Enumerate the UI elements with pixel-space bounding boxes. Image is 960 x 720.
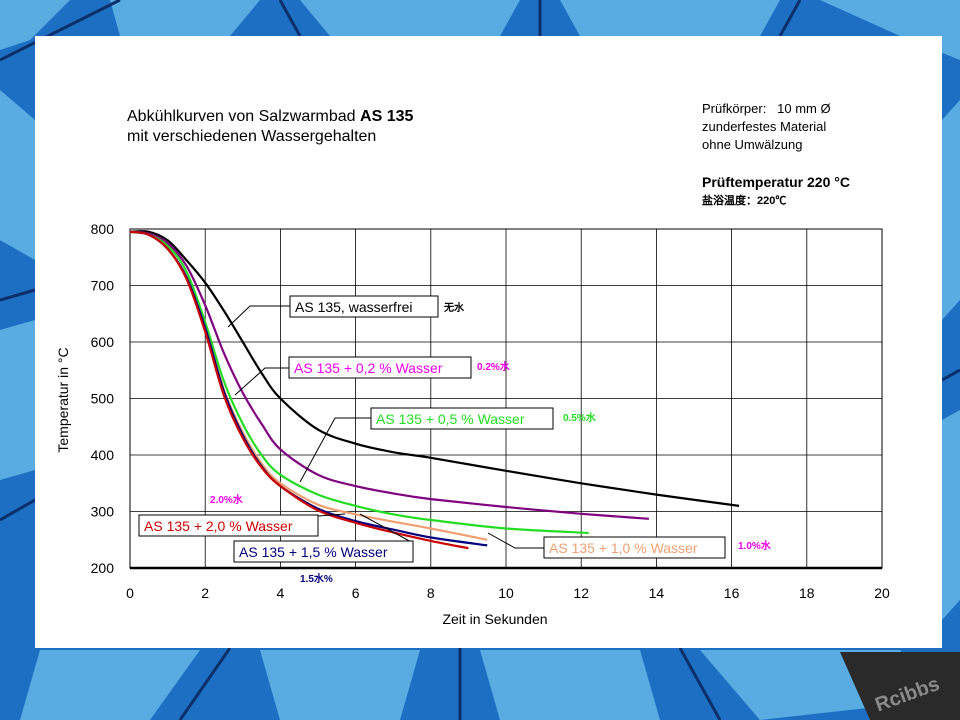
x-tick-label: 0 [126,585,134,601]
callout-box [370,407,554,430]
y-tick-label: 600 [91,334,115,350]
callout-leader [299,417,371,483]
series-line [129,230,488,541]
x-tick-label: 10 [498,585,514,601]
series-label: AS 135 + 2,0 % Wasser [144,518,293,534]
callout-leader [227,305,290,328]
y-tick-label: 500 [91,391,115,407]
x-tick-label: 4 [277,585,285,601]
callout-leader [317,513,346,517]
series-callout: AS 135 + 2,0 % Wasser 2.0%水 [138,493,346,537]
specimen-info-line1: Prüfkörper: 10 mm Ø [702,101,831,116]
x-tick-label: 6 [352,585,360,601]
series-line [129,230,589,535]
callout-box [233,540,414,563]
series-label: AS 135 + 0,5 % Wasser [376,411,525,427]
specimen-info-line3: ohne Umwälzung [702,137,803,152]
series-callout: AS 135 + 1,0 % Wasser 1.0%水 [487,532,772,559]
series-label-cn: 无水 [443,301,465,314]
specimen-info-line2: zunderfestes Material [702,119,827,134]
series-curves [129,230,740,550]
callout-leader [234,367,289,396]
series-label-cn: 2.0%水 [210,493,244,506]
callout-box [543,536,726,559]
x-tick-label: 20 [874,585,890,601]
series-label: AS 135, wasserfrei [295,299,413,315]
series-line [129,230,469,550]
series-label: AS 135 + 1,5 % Wasser [239,544,388,560]
y-tick-label: 200 [91,560,115,576]
x-tick-label: 12 [573,585,589,601]
y-tick-label: 400 [91,447,115,463]
y-axis-label: Temperatur in °C [55,347,71,452]
test-temperature: Prüftemperatur 220 °C [702,174,850,190]
series-label-cn: 0.2%水 [477,360,511,373]
x-tick-label: 16 [724,585,740,601]
x-tick-label: 8 [427,585,435,601]
series-line [129,230,649,520]
callout-box [288,356,472,379]
x-tick-label: 18 [799,585,815,601]
axes [129,228,883,570]
series-label: AS 135 + 1,0 % Wasser [549,540,698,556]
callout-leader [359,513,414,544]
y-tick-label: 800 [91,221,115,237]
x-axis-label: Zeit in Sekunden [442,611,547,627]
chart-title-line2: mit verschiedenen Wassergehalten [127,128,377,145]
series-label: AS 135 + 0,2 % Wasser [294,360,443,376]
y-tick-label: 700 [91,278,115,294]
series-label-cn: 1.0%水 [738,539,772,552]
series-callout: AS 135 + 0,2 % Wasser 0.2%水 [234,356,511,396]
callout-leader [487,532,544,549]
tick-labels: 0 2 4 6 8 10 12 14 16 18 20 800 700 600 500 400 300 200 [91,221,890,601]
series-callout: AS 135 + 1,5 % Wasser 1.5水% [233,513,414,585]
series-line [129,230,740,507]
callout-box [138,514,319,537]
series-label-cn: 0.5%水 [563,411,597,424]
series-label-cn: 1.5水% [300,572,333,585]
series-callout: AS 135, wasserfrei 无水 [227,295,465,328]
y-tick-label: 300 [91,504,115,520]
x-tick-label: 14 [649,585,665,601]
series-callouts: AS 135, wasserfrei 无水 AS 135 + 0,2 % Wasse… [138,295,772,585]
x-tick-label: 2 [201,585,209,601]
series-callout: AS 135 + 0,5 % Wasser 0.5%水 [299,407,597,483]
callout-box [289,295,439,318]
chart-title-line1: Abkühlkurven von Salzwarmbad AS 135 [127,108,414,125]
test-temperature-cn: 盐浴温度：220℃ [702,195,787,207]
